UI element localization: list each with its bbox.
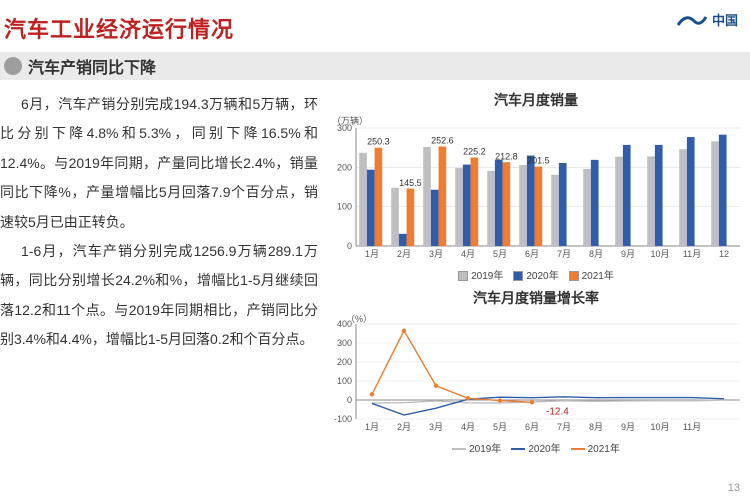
paragraph-2: 1-6月，汽车产销分别完成1256.9万辆289.1万辆，同比分别增长24.2%… bbox=[0, 237, 318, 355]
svg-text:11月: 11月 bbox=[683, 422, 701, 432]
page-number: 13 bbox=[728, 482, 740, 494]
svg-text:300: 300 bbox=[337, 123, 352, 133]
svg-text:5月: 5月 bbox=[493, 422, 507, 432]
line-chart-title: 汽车月度销量增长率 bbox=[326, 288, 746, 308]
svg-text:145.5: 145.5 bbox=[399, 178, 422, 188]
line-chart-svg: （%）-1000100200300400-12.41月2月3月4月5月6月7月8… bbox=[326, 310, 746, 435]
svg-text:225.2: 225.2 bbox=[463, 146, 486, 156]
svg-text:252.6: 252.6 bbox=[431, 136, 454, 146]
bar-chart-legend: 2019年2020年2021年 bbox=[326, 267, 746, 282]
svg-text:6月: 6月 bbox=[525, 249, 539, 259]
svg-text:100: 100 bbox=[337, 202, 352, 212]
svg-text:11月: 11月 bbox=[683, 249, 701, 259]
svg-text:4月: 4月 bbox=[461, 249, 475, 259]
svg-text:200: 200 bbox=[337, 162, 352, 172]
svg-text:10月: 10月 bbox=[650, 422, 669, 432]
brand-logo: 中国 bbox=[676, 10, 738, 29]
svg-text:201.5: 201.5 bbox=[527, 156, 550, 166]
line-chart-legend: 2019年2020年2021年 bbox=[326, 440, 746, 455]
logo-text: 中国 bbox=[712, 10, 738, 29]
svg-text:400: 400 bbox=[337, 319, 352, 329]
svg-text:100: 100 bbox=[337, 376, 352, 386]
bar-chart-title: 汽车月度销量 bbox=[326, 90, 746, 110]
svg-text:212.8: 212.8 bbox=[495, 151, 518, 161]
svg-text:7月: 7月 bbox=[557, 422, 571, 432]
logo-mark-icon bbox=[676, 11, 708, 29]
section-subtitle: 汽车产销同比下降 bbox=[28, 54, 156, 78]
svg-text:-100: -100 bbox=[334, 414, 352, 424]
svg-text:5月: 5月 bbox=[493, 249, 507, 259]
svg-text:4月: 4月 bbox=[461, 422, 475, 432]
svg-text:6月: 6月 bbox=[525, 422, 539, 432]
bullet-icon bbox=[4, 57, 22, 75]
svg-text:8月: 8月 bbox=[589, 422, 603, 432]
svg-text:-12.4: -12.4 bbox=[546, 406, 569, 417]
svg-text:10月: 10月 bbox=[650, 249, 669, 259]
bar-chart: （万辆）0100200300250.3145.5252.6225.2212.82… bbox=[326, 112, 746, 267]
svg-text:9月: 9月 bbox=[621, 422, 635, 432]
svg-text:250.3: 250.3 bbox=[367, 137, 390, 147]
page-title: 汽车工业经济运行情况 bbox=[0, 0, 750, 52]
svg-text:0: 0 bbox=[347, 241, 352, 251]
svg-text:200: 200 bbox=[337, 357, 352, 367]
svg-text:12: 12 bbox=[719, 249, 729, 259]
svg-text:2月: 2月 bbox=[397, 422, 411, 432]
bar-chart-svg: （万辆）0100200300250.3145.5252.6225.2212.82… bbox=[326, 112, 746, 262]
paragraph-1: 6月，汽车产销分别完成194.3万辆和5万辆，环比分别下降4.8%和5.3%，同… bbox=[0, 90, 318, 237]
svg-text:3月: 3月 bbox=[429, 249, 443, 259]
svg-text:0: 0 bbox=[347, 395, 352, 405]
svg-text:1月: 1月 bbox=[365, 422, 379, 432]
svg-text:3月: 3月 bbox=[429, 422, 443, 432]
line-chart: （%）-1000100200300400-12.41月2月3月4月5月6月7月8… bbox=[326, 310, 746, 440]
subtitle-bar: 汽车产销同比下降 bbox=[0, 52, 750, 80]
svg-text:2月: 2月 bbox=[397, 249, 411, 259]
svg-text:300: 300 bbox=[337, 338, 352, 348]
svg-text:1月: 1月 bbox=[365, 249, 379, 259]
svg-text:7月: 7月 bbox=[557, 249, 571, 259]
body-text: 6月，汽车产销分别完成194.3万辆和5万辆，环比分别下降4.8%和5.3%，同… bbox=[0, 90, 318, 455]
svg-text:8月: 8月 bbox=[589, 249, 603, 259]
svg-text:9月: 9月 bbox=[621, 249, 635, 259]
